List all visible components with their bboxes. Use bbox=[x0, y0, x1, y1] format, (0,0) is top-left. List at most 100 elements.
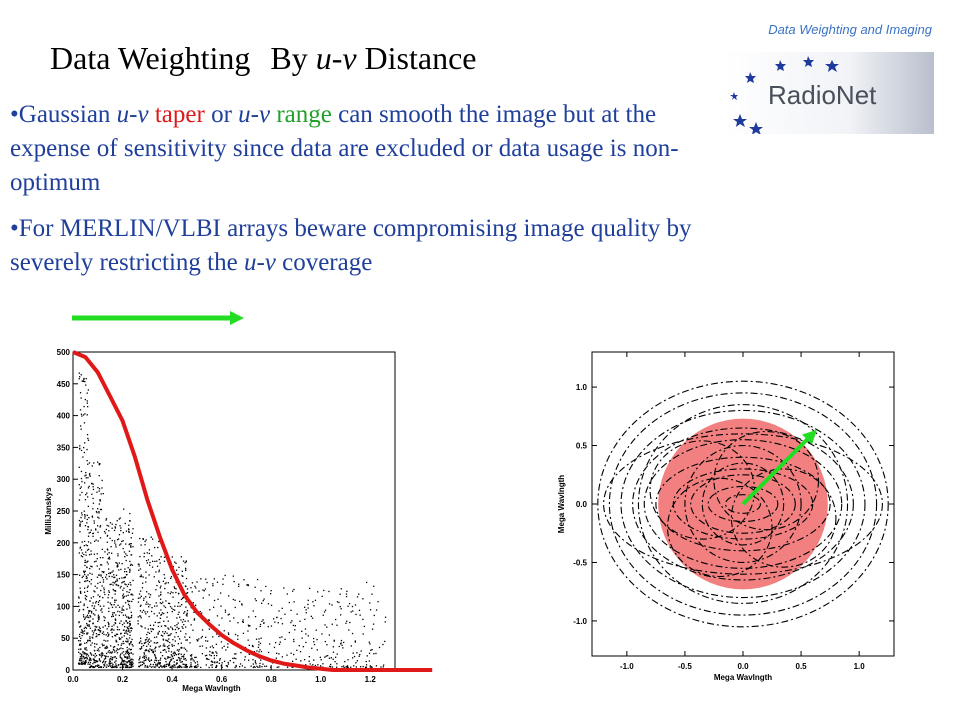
data-point bbox=[111, 652, 113, 654]
data-point bbox=[163, 643, 165, 645]
data-point bbox=[223, 630, 225, 632]
data-point bbox=[148, 593, 150, 595]
data-point bbox=[121, 657, 123, 659]
data-point bbox=[275, 657, 277, 659]
data-point bbox=[179, 638, 181, 640]
data-point bbox=[139, 661, 141, 663]
data-point bbox=[114, 590, 116, 592]
data-point bbox=[123, 664, 125, 666]
data-point bbox=[111, 615, 113, 618]
data-point bbox=[83, 422, 86, 424]
data-point bbox=[277, 622, 279, 624]
data-point bbox=[259, 625, 261, 628]
data-point bbox=[92, 488, 95, 491]
data-point bbox=[265, 665, 268, 667]
data-point bbox=[299, 651, 302, 653]
data-point bbox=[92, 508, 94, 510]
data-point bbox=[111, 651, 114, 653]
data-point bbox=[107, 640, 109, 642]
data-point bbox=[181, 597, 184, 599]
data-point bbox=[362, 598, 364, 600]
data-point bbox=[174, 636, 176, 638]
data-point bbox=[121, 652, 123, 654]
data-point bbox=[102, 493, 104, 495]
data-point bbox=[127, 665, 129, 667]
data-point bbox=[257, 646, 260, 648]
data-point bbox=[152, 663, 154, 666]
data-point bbox=[186, 610, 189, 612]
data-point bbox=[222, 578, 224, 580]
data-point bbox=[121, 607, 123, 609]
data-point bbox=[254, 616, 257, 618]
data-point bbox=[242, 632, 245, 634]
data-point bbox=[177, 573, 179, 575]
data-point bbox=[226, 666, 229, 668]
data-point bbox=[96, 491, 98, 493]
data-point bbox=[108, 623, 110, 625]
data-point bbox=[119, 544, 121, 546]
data-point bbox=[91, 612, 93, 614]
data-point bbox=[155, 589, 157, 591]
data-point bbox=[259, 642, 262, 645]
data-point bbox=[130, 630, 132, 632]
data-point bbox=[255, 638, 258, 640]
data-point bbox=[149, 665, 151, 667]
data-point bbox=[139, 664, 141, 667]
data-point bbox=[168, 644, 170, 647]
data-point bbox=[209, 646, 212, 648]
data-point bbox=[149, 648, 151, 650]
data-point bbox=[131, 600, 133, 603]
data-point bbox=[83, 540, 86, 543]
data-point bbox=[103, 605, 105, 607]
data-point bbox=[91, 515, 93, 517]
data-point bbox=[174, 640, 176, 642]
data-point bbox=[342, 647, 344, 649]
data-point bbox=[148, 615, 150, 618]
data-point bbox=[112, 648, 115, 650]
data-point bbox=[124, 571, 126, 573]
data-point bbox=[273, 646, 276, 649]
data-point bbox=[97, 617, 100, 619]
data-point bbox=[122, 589, 124, 591]
data-point bbox=[87, 574, 89, 576]
data-point bbox=[130, 666, 132, 668]
data-point bbox=[126, 638, 128, 640]
data-point bbox=[169, 606, 172, 608]
data-point bbox=[141, 587, 144, 589]
data-point bbox=[94, 614, 96, 616]
data-point bbox=[95, 665, 97, 667]
data-point bbox=[172, 628, 174, 631]
data-point bbox=[345, 593, 348, 595]
data-point bbox=[157, 625, 160, 628]
data-point bbox=[168, 663, 170, 665]
data-point bbox=[186, 639, 188, 641]
data-point bbox=[360, 666, 362, 668]
data-point bbox=[102, 581, 105, 583]
data-point bbox=[253, 665, 255, 668]
data-point bbox=[224, 611, 227, 613]
data-point bbox=[307, 603, 309, 606]
data-point bbox=[261, 666, 263, 668]
data-point bbox=[200, 578, 202, 580]
data-point bbox=[197, 665, 199, 667]
data-point bbox=[169, 641, 171, 644]
data-point bbox=[315, 629, 317, 631]
data-point bbox=[94, 643, 96, 645]
data-point bbox=[164, 664, 166, 666]
data-point bbox=[113, 649, 115, 651]
data-point bbox=[98, 618, 100, 620]
data-point bbox=[93, 658, 95, 660]
data-point bbox=[121, 661, 123, 663]
data-point bbox=[168, 665, 170, 667]
data-point bbox=[201, 645, 204, 647]
data-point bbox=[178, 566, 180, 568]
data-point bbox=[83, 653, 85, 655]
data-point bbox=[128, 531, 130, 533]
data-point bbox=[232, 657, 234, 660]
data-point bbox=[90, 583, 92, 585]
data-point bbox=[171, 643, 173, 646]
data-point bbox=[180, 657, 182, 660]
data-point bbox=[355, 662, 357, 664]
data-point bbox=[178, 653, 180, 655]
